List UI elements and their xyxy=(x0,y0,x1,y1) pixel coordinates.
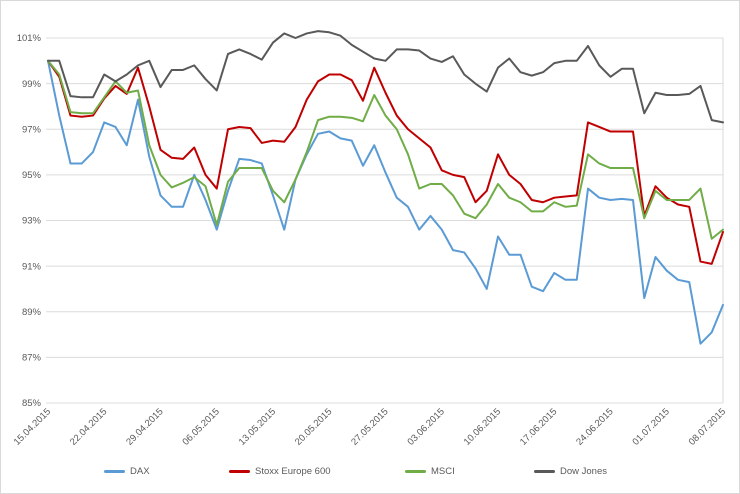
y-axis-labels: 85% 87% 89% 91% 93% 95% 97% 99% 101% xyxy=(17,33,42,409)
y-tick-label: 95% xyxy=(22,170,42,181)
legend-label-stoxx: Stoxx Europe 600 xyxy=(255,465,331,477)
x-axis-labels: 15.04.2015 22.04.2015 29.04.2015 06.05.2015… xyxy=(12,406,728,447)
legend-marker-stoxx-icon xyxy=(229,469,250,473)
legend-marker-dow-jones-icon xyxy=(534,469,555,473)
x-tick-label: 01.07.2015 xyxy=(630,406,671,447)
series-line-dow-jones[interactable] xyxy=(47,30,724,124)
x-tick-label: 29.04.2015 xyxy=(124,406,165,447)
y-tick-label: 91% xyxy=(22,261,42,272)
x-tick-label: 03.06.2015 xyxy=(405,406,446,447)
y-tick-label: 87% xyxy=(22,353,42,364)
y-tick-label: 101% xyxy=(17,33,42,44)
y-tick-label: 99% xyxy=(22,79,42,90)
legend-item-dow-jones[interactable]: Dow Jones xyxy=(534,461,607,481)
legend-item-msci[interactable]: MSCI xyxy=(405,461,455,481)
y-tick-label: 97% xyxy=(22,124,42,135)
x-tick-label: 20.05.2015 xyxy=(293,406,334,447)
x-tick-label: 17.06.2015 xyxy=(518,406,559,447)
legend: DAX Stoxx Europe 600 MSCI Dow Jones xyxy=(1,461,739,485)
x-tick-label: 22.04.2015 xyxy=(68,406,109,447)
legend-label-msci: MSCI xyxy=(431,465,455,477)
legend-marker-dax-icon xyxy=(104,469,125,473)
series-line-stoxx-europe-600[interactable] xyxy=(47,59,724,265)
series-line-msci[interactable] xyxy=(47,59,724,240)
y-tick-label: 89% xyxy=(22,307,42,318)
y-tick-label: 85% xyxy=(22,398,42,409)
y-tick-label: 93% xyxy=(22,216,42,227)
x-tick-label: 08.07.2015 xyxy=(687,406,728,447)
legend-marker-msci-icon xyxy=(405,469,426,473)
x-tick-label: 13.05.2015 xyxy=(237,406,278,447)
x-tick-label: 10.06.2015 xyxy=(462,406,503,447)
chart-canvas: 85% 87% 89% 91% 93% 95% 97% 99% 101% 15.04.2015 2… xyxy=(12,30,728,448)
legend-label-dax: DAX xyxy=(130,465,150,477)
x-tick-label: 27.05.2015 xyxy=(349,406,390,447)
x-tick-label: 06.05.2015 xyxy=(180,406,221,447)
legend-item-stoxx-europe-600[interactable]: Stoxx Europe 600 xyxy=(229,461,331,481)
series-lines xyxy=(47,30,724,345)
legend-item-dax[interactable]: DAX xyxy=(104,461,150,481)
gridlines xyxy=(46,37,724,404)
x-tick-label: 15.04.2015 xyxy=(12,406,53,447)
legend-label-dow-jones: Dow Jones xyxy=(560,465,607,477)
x-tick-label: 24.06.2015 xyxy=(574,406,615,447)
series-line-dax[interactable] xyxy=(47,59,724,345)
